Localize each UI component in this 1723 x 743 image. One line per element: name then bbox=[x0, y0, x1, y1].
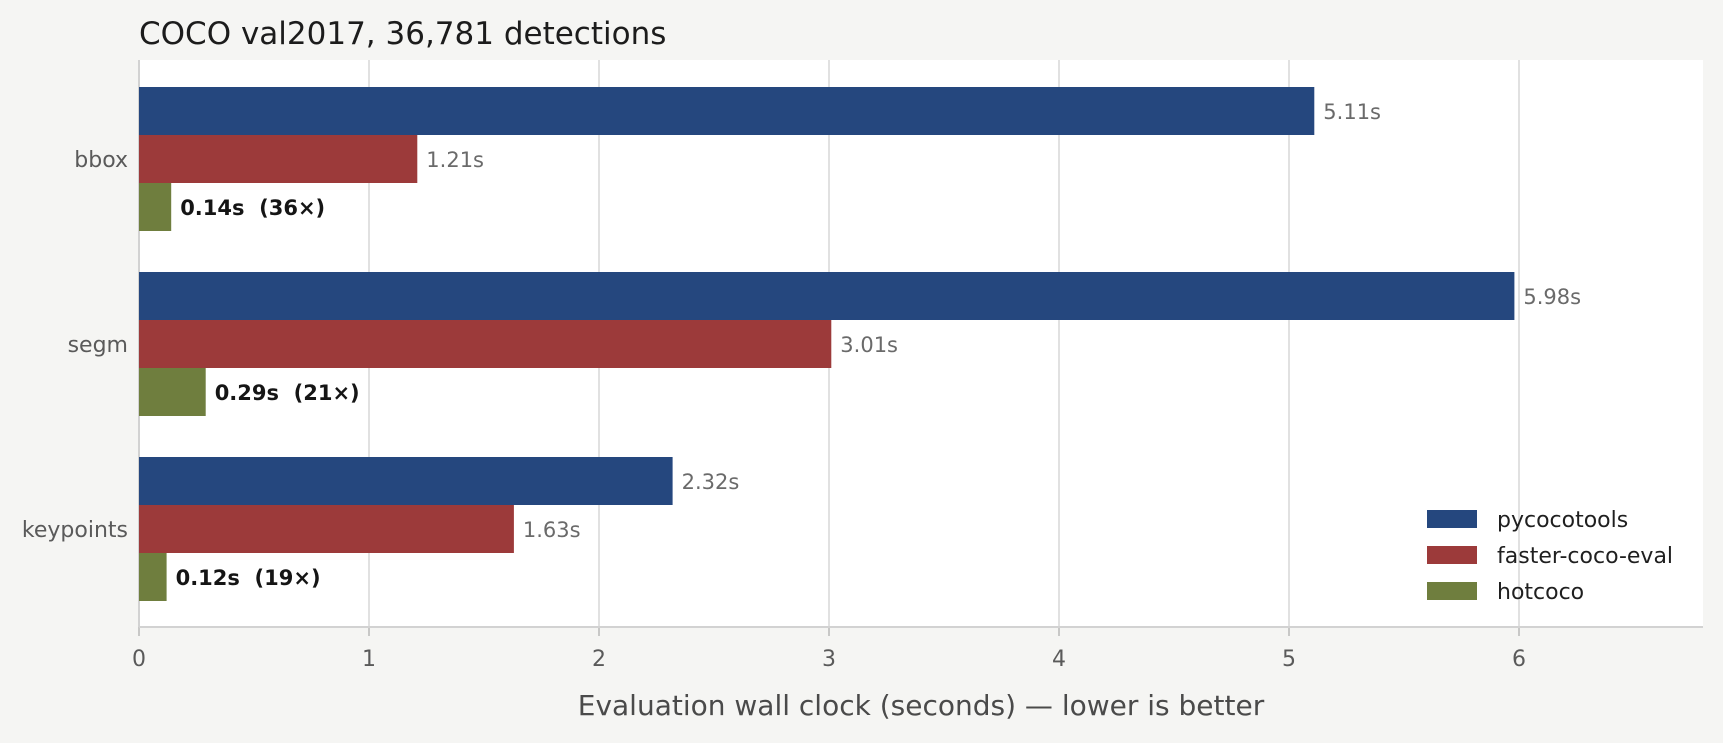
value-label-pycocotools-segm: 5.98s bbox=[1523, 285, 1581, 309]
legend-label-faster-coco-eval: faster-coco-eval bbox=[1497, 544, 1673, 569]
bar-faster-coco-eval-keypoints bbox=[139, 505, 514, 553]
bar-pycocotools-segm bbox=[139, 272, 1515, 320]
value-label-faster-coco-eval-segm: 3.01s bbox=[840, 333, 898, 357]
x-axis: 0 1 2 3 4 5 6 bbox=[132, 626, 1703, 672]
x-tick-label-6: 6 bbox=[1512, 647, 1526, 672]
x-tick-label-2: 2 bbox=[592, 647, 606, 672]
legend-swatch-pycocotools bbox=[1427, 510, 1477, 528]
x-tick-label-0: 0 bbox=[132, 647, 146, 672]
bar-hotcoco-segm bbox=[139, 368, 206, 416]
value-label-hotcoco-segm: 0.29s (21×) bbox=[215, 381, 360, 405]
x-tick-label-4: 4 bbox=[1052, 647, 1066, 672]
legend-swatch-hotcoco bbox=[1427, 582, 1477, 600]
bar-pycocotools-keypoints bbox=[139, 457, 673, 505]
bar-pycocotools-bbox bbox=[139, 87, 1315, 135]
value-label-hotcoco-keypoints: 0.12s (19×) bbox=[176, 566, 321, 590]
x-tick-label-5: 5 bbox=[1282, 647, 1296, 672]
value-label-pycocotools-bbox: 5.11s bbox=[1323, 100, 1381, 124]
category-label-segm: segm bbox=[68, 333, 128, 358]
x-tick-label-3: 3 bbox=[822, 647, 836, 672]
value-labels: 5.11s 1.21s 0.14s (36×) 5.98s 3.01s 0.29s (21… bbox=[176, 100, 1582, 590]
bars bbox=[139, 87, 1515, 601]
category-label-bbox: bbox bbox=[74, 148, 128, 173]
bar-faster-coco-eval-segm bbox=[139, 320, 832, 368]
legend-label-pycocotools: pycocotools bbox=[1497, 508, 1628, 533]
value-label-faster-coco-eval-keypoints: 1.63s bbox=[523, 518, 581, 542]
bar-faster-coco-eval-bbox bbox=[139, 135, 418, 183]
x-axis-label: Evaluation wall clock (seconds) — lower … bbox=[578, 689, 1265, 722]
x-tick-label-1: 1 bbox=[362, 647, 376, 672]
bar-hotcoco-bbox bbox=[139, 183, 172, 231]
y-axis-categories: bbox segm keypoints bbox=[22, 148, 128, 543]
value-label-pycocotools-keypoints: 2.32s bbox=[682, 470, 740, 494]
value-label-faster-coco-eval-bbox: 1.21s bbox=[426, 148, 484, 172]
category-label-keypoints: keypoints bbox=[22, 518, 128, 543]
legend-label-hotcoco: hotcoco bbox=[1497, 580, 1584, 605]
chart-title: COCO val2017, 36,781 detections bbox=[139, 16, 666, 52]
value-label-hotcoco-bbox: 0.14s (36×) bbox=[180, 196, 325, 220]
bar-hotcoco-keypoints bbox=[139, 553, 167, 601]
legend-swatch-faster-coco-eval bbox=[1427, 546, 1477, 564]
legend: pycocotools faster-coco-eval hotcoco bbox=[1427, 508, 1673, 605]
